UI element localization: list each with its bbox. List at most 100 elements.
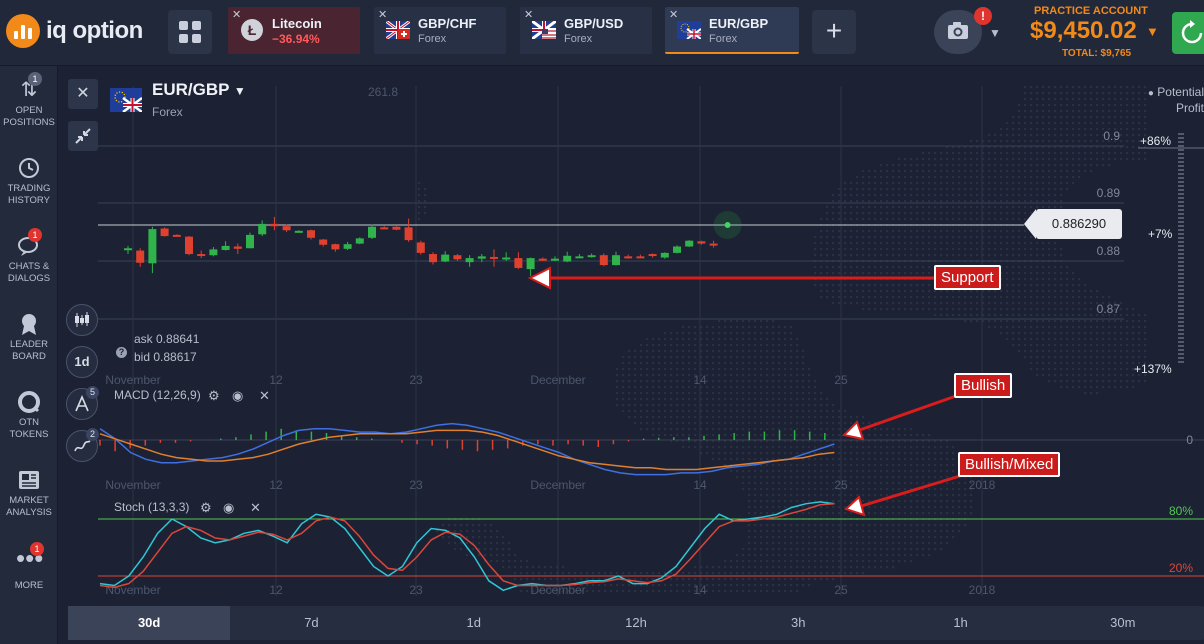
map-dot	[1018, 242, 1021, 245]
sidebar-item-leaderboard[interactable]: LEADER BOARD	[0, 312, 58, 363]
map-dot	[1084, 290, 1087, 293]
chevron-down-icon[interactable]: ▼	[1146, 24, 1159, 39]
timeframe-3h[interactable]: 3h	[791, 615, 806, 630]
timeframe-1h[interactable]: 1h	[953, 615, 968, 630]
fib-level-label: 261.8	[368, 85, 398, 99]
map-dot	[1114, 158, 1117, 161]
chart-area[interactable]: 0.9 0.89 0.88 0.87 261.8 November 12 23 December…	[58, 66, 1204, 644]
sidebar-item-more[interactable]: ••• 1 MORE	[0, 542, 58, 592]
gear-icon[interactable]: ⚙	[208, 388, 220, 403]
map-dot	[898, 524, 901, 527]
map-dot	[676, 362, 679, 365]
map-dot	[910, 308, 913, 311]
map-dot	[1072, 182, 1075, 185]
sidebar-item-chats[interactable]: 1 CHATS & DIALOGS	[0, 228, 58, 285]
timeframe-12h[interactable]: 12h	[625, 615, 647, 630]
close-icon[interactable]: ✕	[250, 500, 261, 515]
gear-icon[interactable]: ⚙	[200, 500, 212, 515]
sidebar-item-trading-history[interactable]: TRADING HISTORY	[0, 156, 58, 207]
map-dot	[736, 350, 739, 353]
add-asset-button[interactable]: +	[812, 10, 856, 54]
eye-icon[interactable]: ◉	[223, 500, 235, 515]
timeframe-30d[interactable]: 30d	[68, 606, 231, 640]
map-dot	[520, 590, 523, 593]
indicators-button[interactable]	[66, 388, 98, 420]
map-dot	[1138, 98, 1141, 101]
tab-gbp-chf[interactable]: ✕ GBP/CHF Forex	[374, 7, 506, 54]
eye-icon[interactable]: ◉	[232, 388, 244, 403]
map-dot	[856, 218, 859, 221]
map-dot	[970, 248, 973, 251]
tab-litecoin[interactable]: ✕ Ł Litecoin −36.94%	[228, 7, 360, 54]
map-dot	[652, 386, 655, 389]
map-dot	[484, 542, 487, 545]
map-dot	[1030, 254, 1033, 257]
close-chart-button[interactable]: ✕	[68, 79, 98, 109]
map-dot	[1036, 272, 1039, 275]
map-dot	[1036, 134, 1039, 137]
map-dot	[952, 452, 955, 455]
timeframe-30m[interactable]: 30m	[1110, 615, 1136, 630]
map-dot	[1042, 326, 1045, 329]
tab-gbp-usd[interactable]: ✕ GBP/USD Forex	[520, 7, 652, 54]
map-dot	[808, 536, 811, 539]
map-dot	[808, 374, 811, 377]
map-dot	[886, 242, 889, 245]
map-dot	[814, 428, 817, 431]
map-dot	[766, 506, 769, 509]
account-type-label[interactable]: PRACTICE ACCOUNT	[1034, 5, 1148, 17]
map-dot	[1012, 176, 1015, 179]
map-dot	[988, 248, 991, 251]
chevron-down-icon[interactable]: ▼	[989, 26, 1001, 40]
close-icon[interactable]: ✕	[378, 9, 388, 21]
map-dot	[808, 404, 811, 407]
asset-title[interactable]: EUR/GBP ▼	[152, 80, 246, 99]
map-dot	[958, 308, 961, 311]
map-dot	[736, 452, 739, 455]
tab-eur-gbp[interactable]: ✕ EUR/GBP Forex	[665, 7, 799, 54]
map-dot	[658, 590, 661, 593]
close-icon[interactable]: ✕	[524, 9, 534, 21]
timeframe-button[interactable]: 1d	[66, 346, 98, 378]
map-dot	[1036, 128, 1039, 131]
balance[interactable]: $9,450.02	[1030, 17, 1137, 44]
deposit-button[interactable]	[1172, 12, 1204, 54]
map-dot	[928, 542, 931, 545]
sidebar-item-otn-tokens[interactable]: OTN TOKENS	[0, 390, 58, 441]
map-dot	[988, 326, 991, 329]
sidebar-item-open-positions[interactable]: ⇅ 1 OPEN POSITIONS	[0, 72, 58, 129]
map-dot	[634, 584, 637, 587]
map-dot	[916, 464, 919, 467]
timeframe-1d[interactable]: 1d	[466, 615, 481, 630]
map-dot	[910, 464, 913, 467]
map-dot	[1054, 242, 1057, 245]
map-dot	[904, 446, 907, 449]
map-dot	[1066, 308, 1069, 311]
close-icon[interactable]: ✕	[259, 388, 270, 403]
map-dot	[922, 524, 925, 527]
asset-grid-button[interactable]	[168, 10, 212, 54]
collapse-button[interactable]	[68, 121, 98, 151]
screenshot-button[interactable]	[934, 10, 982, 54]
map-dot	[886, 218, 889, 221]
help-icon[interactable]: ?	[116, 347, 127, 358]
map-dot	[520, 566, 523, 569]
chart-type-button[interactable]	[66, 304, 98, 336]
close-icon[interactable]: ✕	[232, 9, 242, 21]
map-dot	[868, 452, 871, 455]
map-dot	[850, 422, 853, 425]
map-dot	[820, 290, 823, 293]
map-dot	[1078, 92, 1081, 95]
sidebar-item-market-analysis[interactable]: MARKET ANALYSIS	[0, 468, 58, 519]
timeframe-7d[interactable]: 7d	[304, 615, 319, 630]
map-dot	[1036, 314, 1039, 317]
logo[interactable]: iq option	[6, 14, 143, 48]
map-dot	[1030, 290, 1033, 293]
x-tick-label: December	[530, 373, 585, 387]
map-dot	[832, 410, 835, 413]
map-dot	[904, 212, 907, 215]
map-dot	[1096, 308, 1099, 311]
map-dot	[1042, 296, 1045, 299]
close-icon[interactable]: ✕	[669, 9, 679, 21]
